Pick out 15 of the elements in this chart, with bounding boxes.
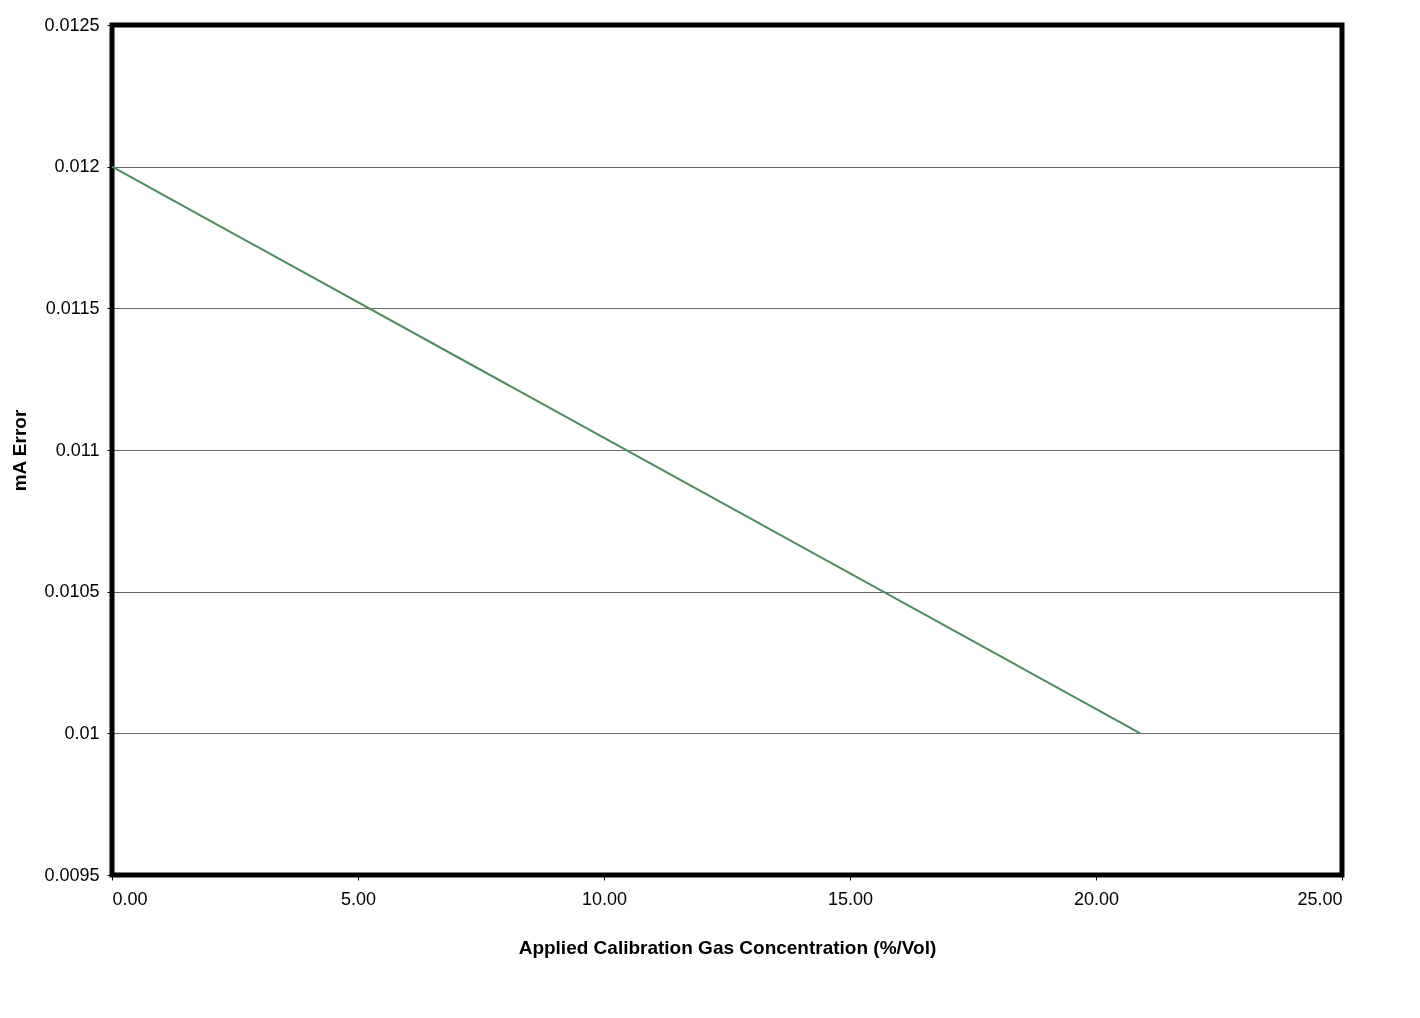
y-tick-label: 0.012 bbox=[54, 156, 100, 177]
x-tick-label: 0.00 bbox=[112, 888, 148, 909]
y-tick-label: 0.011 bbox=[55, 439, 100, 460]
y-axis-title: mA Error bbox=[9, 409, 31, 492]
x-tick-label: 20.00 bbox=[1073, 888, 1120, 909]
x-tick-label: 10.00 bbox=[581, 888, 628, 909]
y-tick-label: 0.0095 bbox=[44, 864, 100, 885]
y-tick-label: 0.0105 bbox=[44, 581, 100, 602]
y-tick-label: 0.0115 bbox=[45, 297, 100, 318]
x-tick-label: 15.00 bbox=[827, 888, 874, 909]
y-tick-label: 0.0125 bbox=[44, 14, 100, 35]
y-tick-label: 0.01 bbox=[64, 722, 100, 743]
x-tick-label: 25.00 bbox=[1297, 888, 1343, 909]
x-axis-title: Applied Calibration Gas Concentration (%/Vol) bbox=[518, 936, 937, 958]
x-tick-label: 5.00 bbox=[340, 888, 377, 909]
